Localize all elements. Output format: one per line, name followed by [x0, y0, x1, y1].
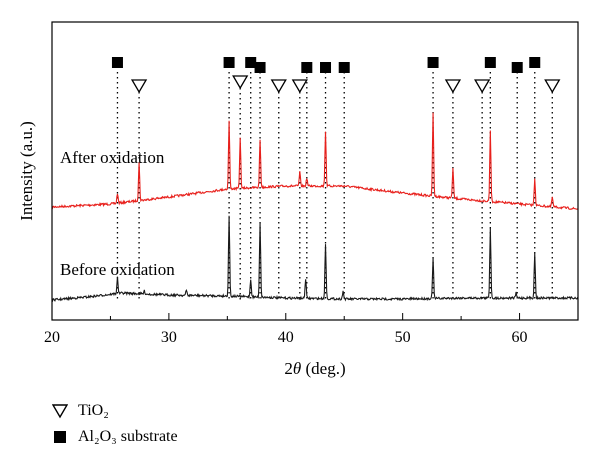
plot-frame — [51, 21, 579, 321]
tio2-marker — [130, 79, 148, 94]
legend-tio2: TiO₂ — [52, 402, 109, 420]
tio2-marker — [270, 79, 287, 94]
al2o3-marker — [484, 57, 496, 68]
tio2-marker — [544, 79, 561, 94]
after-oxidation-label: After oxidation — [60, 148, 165, 167]
legend-al2o3-label: Al₂O₃ substrate — [78, 428, 178, 445]
legend-tio2-label: TiO₂ — [78, 402, 109, 419]
x-tick-label: 30 — [161, 329, 177, 346]
al2o3-marker — [427, 57, 439, 68]
tio2-marker — [232, 75, 249, 90]
series-line-after-oxidation — [51, 112, 579, 211]
legend-al2o3: Al₂O₃ substrate — [52, 428, 178, 446]
al2o3-marker — [111, 57, 123, 68]
x-tick-label: 60 — [512, 329, 528, 346]
al2o3-marker — [254, 62, 266, 73]
series-line-before-oxidation — [51, 215, 579, 303]
al2o3-marker — [529, 57, 541, 68]
x-axis-ticks: 20 30 40 50 60 — [44, 313, 579, 346]
open-triangle-icon — [52, 404, 68, 419]
al2o3-marker — [223, 57, 235, 68]
x-tick-label: 40 — [278, 329, 294, 346]
tio2-marker — [474, 79, 491, 94]
tio2-marker — [444, 79, 462, 94]
al2o3-marker — [245, 57, 257, 68]
filled-square-icon — [54, 431, 66, 443]
series-group — [51, 112, 579, 303]
al2o3-marker — [338, 62, 350, 73]
x-tick-label: 50 — [395, 329, 411, 346]
x-tick-label: 20 — [44, 329, 60, 346]
y-axis-title: Intensity (a.u.) — [17, 121, 36, 221]
al2o3-marker — [301, 62, 313, 73]
tio2-marker — [291, 79, 308, 94]
peak-markers — [111, 57, 561, 300]
x-axis-title: 2θ (deg.) — [284, 359, 345, 378]
before-oxidation-label: Before oxidation — [60, 260, 175, 279]
al2o3-marker — [511, 62, 523, 73]
al2o3-marker — [320, 62, 332, 73]
